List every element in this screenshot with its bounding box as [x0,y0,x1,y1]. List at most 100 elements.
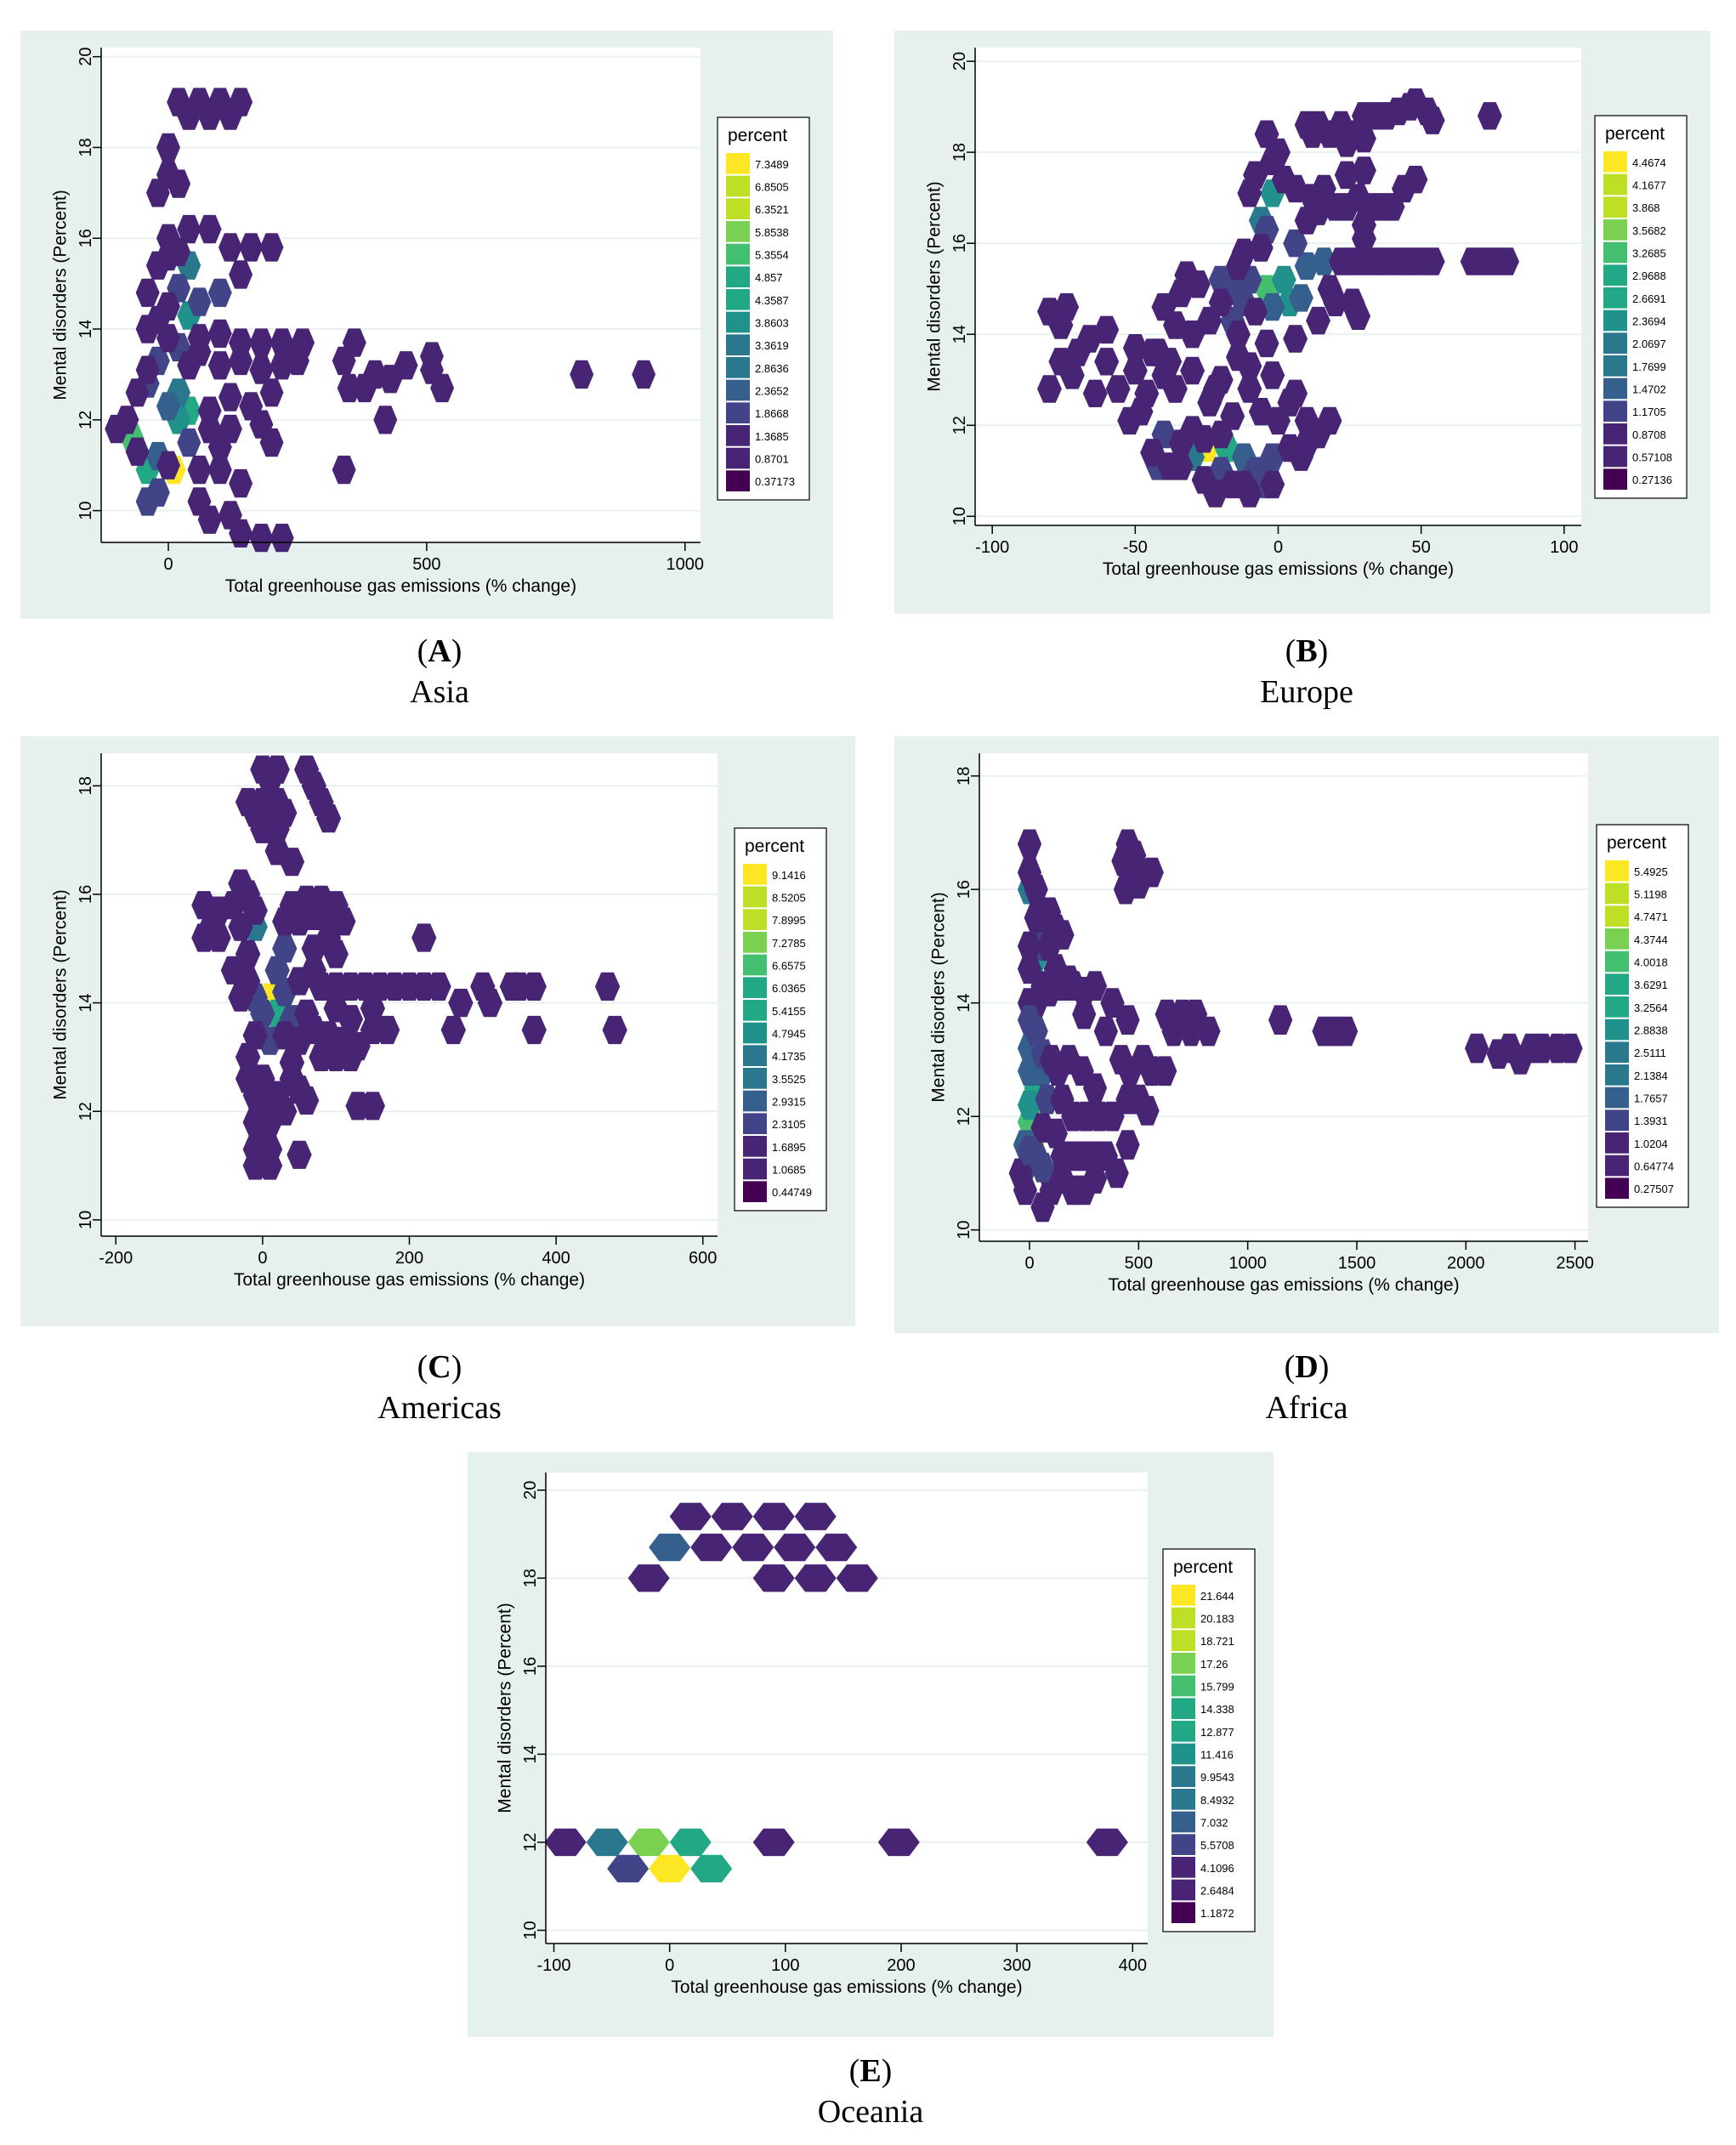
chart-oceania: 10 12 14 16 18 20 -100 0 100 200 300 400 Total green… [496,1473,1256,1997]
y-tick-label: 10 [950,507,969,525]
hex-bin [207,351,232,380]
hex-bin [1180,356,1206,385]
hex-bin [286,1140,312,1169]
legend-label: 17.26 [1200,1658,1228,1671]
y-tick-label: 14 [955,994,973,1013]
hex-bin [1082,971,1108,1001]
legend-swatch [726,153,750,174]
hex-bin [145,251,170,280]
legend-swatch [1605,1132,1629,1154]
legend-swatch [1605,1019,1629,1041]
legend-label: 4.4674 [1632,156,1666,169]
hex-bin [521,972,547,1001]
hex-bin [1191,466,1217,494]
caption-letter: E [859,2053,882,2089]
x-axis-title: Total greenhouse gas emissions (% change… [1108,1275,1459,1295]
legend-label: 1.6895 [772,1141,806,1154]
x-tick-label: 2000 [1447,1254,1485,1273]
legend: percent 21.644 20.183 18.721 17.26 15.799 14.3… [1162,1548,1256,1932]
hex-bin [1037,931,1062,962]
legend-label: 5.1198 [1634,888,1667,901]
hex-bin [156,133,180,162]
legend-label: 0.64774 [1634,1160,1674,1173]
hex-bin [477,989,503,1018]
legend-label: 2.3694 [1632,315,1666,328]
panel-c: 10 12 14 16 18 -200 0 200 400 600 Total greenhouse… [20,736,855,1326]
hex-bin [207,319,232,348]
hex-bin [249,355,274,384]
hex-bin [1283,229,1308,258]
y-tick-label: 16 [77,229,95,247]
y-tick-label: 16 [950,234,969,253]
hex-bin [1030,1152,1055,1183]
hex-bin [1017,1090,1042,1121]
hex-bin [594,972,621,1001]
hex-bin [1495,247,1519,275]
legend-title: percent [1173,1558,1233,1577]
legend-swatch [1605,1064,1629,1086]
hex-bin [378,365,403,394]
hex-bin [877,1828,920,1857]
legend-label: 0.37173 [755,475,795,488]
x-tick-label: 0 [258,1249,267,1268]
hex-bin [1157,348,1183,376]
hex-bin [1317,275,1342,303]
hex-bin [272,934,298,963]
hex-bin [206,923,231,952]
hex-bin [229,88,253,116]
hex-bin [1237,375,1262,403]
hex-bin [191,891,217,920]
y-axis-title: Mental disorders (Percent) [51,190,71,400]
legend-swatch [1603,400,1627,422]
legend-swatch [1603,287,1627,309]
legend-label: 3.868 [1632,201,1660,214]
x-tick-label: 400 [542,1249,570,1268]
legend-label: 4.7471 [1634,911,1668,923]
hex-bin [1237,352,1262,380]
hex-bin [177,351,201,380]
hex-bin [1086,1828,1128,1857]
legend-swatch [1605,1177,1629,1199]
x-tick-label: 500 [1125,1254,1153,1273]
legend-label: 6.6575 [772,960,806,973]
legend-label: 5.8538 [755,226,789,239]
x-tick-label: 200 [395,1249,423,1268]
hex-bin [374,1015,400,1045]
hex-bin [1530,1033,1555,1064]
legend-label: 6.0365 [772,982,806,995]
caption-region: Africa [1265,1390,1348,1426]
legend-swatch [1172,1766,1195,1787]
hex-bin [1558,1033,1583,1064]
x-tick-label: 0 [665,1956,674,1975]
hex-bin [1082,1073,1108,1104]
x-axis-title: Total greenhouse gas emissions (% change… [234,1270,585,1290]
caption-c: (C) Americas [377,1349,502,1426]
hex-bin [249,328,274,357]
hex-bin [229,346,253,376]
hex-bin [607,1854,650,1883]
legend-label: 1.3685 [755,430,789,443]
legend-swatch [1603,219,1627,241]
legend-label: 15.799 [1200,1681,1234,1694]
hex-bin [228,912,253,941]
x-tick-label: -50 [1123,538,1148,557]
hex-bin [1208,265,1234,294]
legend: percent 4.4674 4.1677 3.868 3.5682 3.2685 2.96… [1594,115,1688,499]
hex-bin [1117,406,1143,435]
legend-swatch [1172,1743,1195,1765]
legend-label: 11.416 [1200,1749,1234,1762]
hex-bin [239,233,264,262]
hex-bin [187,455,212,485]
hex-bin [649,1533,691,1562]
hex-bin [602,1015,627,1045]
legend-swatch [743,977,767,998]
hex-bin [1220,402,1245,430]
legend-label: 8.4932 [1200,1794,1234,1807]
legend-swatch [1172,1698,1195,1719]
hex-bin [1030,1113,1055,1143]
hex-bin [1329,247,1353,275]
hex-bin [286,1026,312,1055]
x-axis-title: Total greenhouse gas emissions (% change… [1103,559,1454,579]
hex-bin [1346,302,1371,330]
legend-label: 1.3931 [1634,1115,1668,1127]
